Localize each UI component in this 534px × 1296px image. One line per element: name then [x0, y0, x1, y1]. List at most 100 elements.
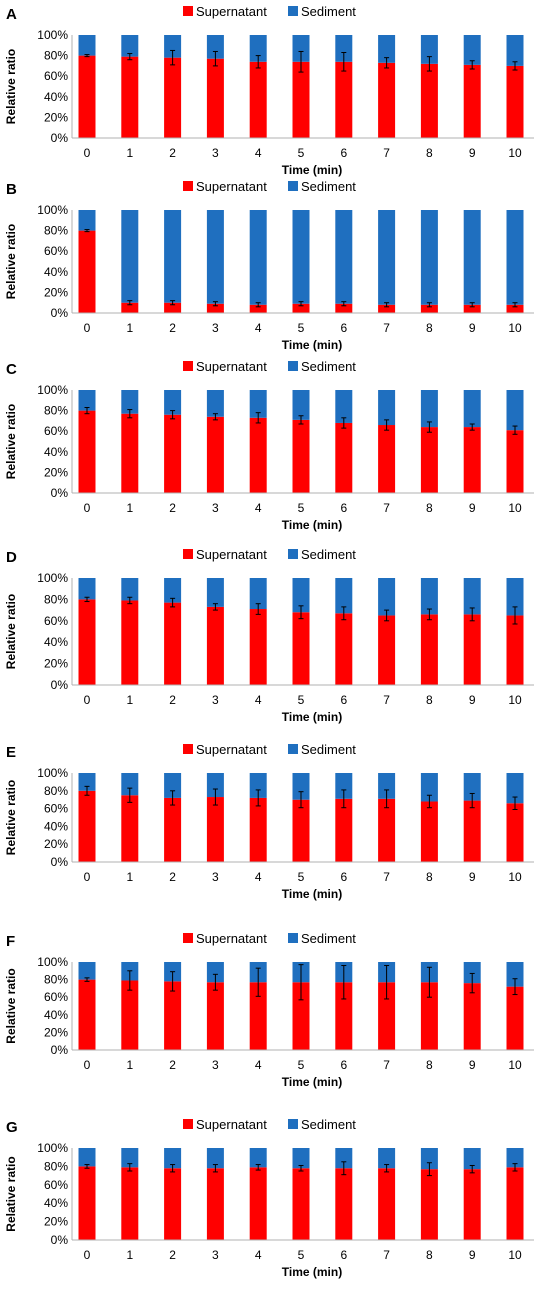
- y-tick-label: 80%: [44, 592, 68, 606]
- x-tick-label: 2: [169, 693, 176, 707]
- legend-label-sediment: Sediment: [301, 4, 356, 19]
- bar-supernatant: [378, 798, 396, 862]
- bar-supernatant: [378, 615, 396, 685]
- bar-supernatant: [378, 304, 396, 313]
- x-tick-label: 9: [469, 693, 476, 707]
- y-tick-label: 40%: [44, 265, 68, 279]
- x-tick-label: 7: [383, 321, 390, 335]
- bar-sediment: [78, 35, 96, 56]
- y-tick-label: 100%: [37, 28, 68, 42]
- legend-swatch-sediment: [288, 6, 298, 16]
- panel-letter: B: [6, 181, 17, 198]
- bar-sediment: [121, 578, 139, 601]
- bar-sediment: [206, 35, 224, 59]
- bar-supernatant: [463, 983, 481, 1050]
- y-tick-label: 100%: [37, 766, 68, 780]
- legend-label-supernatant: Supernatant: [196, 179, 267, 194]
- bar-sediment: [378, 35, 396, 63]
- x-axis-title: Time (min): [282, 710, 342, 724]
- bar-sediment: [463, 210, 481, 305]
- bar-sediment: [378, 390, 396, 426]
- legend-swatch-supernatant: [183, 549, 193, 559]
- y-tick-label: 20%: [44, 285, 68, 299]
- x-tick-label: 9: [469, 321, 476, 335]
- x-tick-label: 0: [84, 146, 91, 160]
- bar-supernatant: [292, 612, 310, 685]
- x-tick-label: 9: [469, 1058, 476, 1072]
- legend-swatch-sediment: [288, 744, 298, 754]
- x-tick-label: 0: [84, 321, 91, 335]
- panel-letter: E: [6, 744, 16, 761]
- x-tick-label: 3: [212, 693, 219, 707]
- bar-supernatant: [506, 615, 524, 685]
- bar-supernatant: [463, 64, 481, 138]
- bar-sediment: [206, 210, 224, 304]
- bar-supernatant: [335, 303, 353, 313]
- bar-sediment: [206, 1148, 224, 1169]
- bar-sediment: [78, 578, 96, 600]
- bar-supernatant: [292, 1168, 310, 1240]
- bar-sediment: [420, 390, 438, 428]
- bar-sediment: [249, 1148, 267, 1168]
- bar-supernatant: [335, 422, 353, 493]
- legend-label-sediment: Sediment: [301, 359, 356, 374]
- legend-label-sediment: Sediment: [301, 742, 356, 757]
- bar-sediment: [420, 35, 438, 64]
- y-tick-label: 40%: [44, 445, 68, 459]
- y-tick-label: 60%: [44, 424, 68, 438]
- bar-sediment: [335, 390, 353, 423]
- y-tick-label: 40%: [44, 819, 68, 833]
- x-tick-label: 3: [212, 501, 219, 515]
- bar-supernatant: [420, 63, 438, 139]
- bar-sediment: [78, 210, 96, 231]
- legend-label-supernatant: Supernatant: [196, 359, 267, 374]
- bar-sediment: [164, 1148, 182, 1169]
- x-tick-label: 0: [84, 1058, 91, 1072]
- bar-supernatant: [506, 430, 524, 493]
- y-tick-label: 60%: [44, 69, 68, 83]
- legend: Supernatant Sediment: [183, 359, 356, 374]
- bar-sediment: [378, 578, 396, 616]
- bar-sediment: [292, 210, 310, 304]
- x-tick-label: 10: [508, 870, 522, 884]
- legend-label-supernatant: Supernatant: [196, 931, 267, 946]
- x-tick-label: 8: [426, 693, 433, 707]
- bar-sediment: [164, 390, 182, 415]
- bar-supernatant: [506, 986, 524, 1050]
- x-tick-label: 7: [383, 501, 390, 515]
- bar-sediment: [506, 1148, 524, 1168]
- legend-label-supernatant: Supernatant: [196, 1117, 267, 1132]
- bar-supernatant: [78, 599, 96, 685]
- bar-supernatant: [249, 609, 267, 685]
- bar-supernatant: [378, 425, 396, 493]
- bar-sediment: [506, 578, 524, 616]
- chart-panel-f: F Supernatant Sediment 0% 20% 40% 60% 80% 100% Re…: [4, 931, 534, 1089]
- bar-sediment: [292, 35, 310, 62]
- bar-supernatant: [463, 800, 481, 862]
- bar-supernatant: [78, 55, 96, 138]
- x-tick-label: 8: [426, 870, 433, 884]
- legend-swatch-sediment: [288, 181, 298, 191]
- bar-supernatant: [121, 795, 139, 862]
- x-tick-label: 0: [84, 870, 91, 884]
- chart-panel-e: E Supernatant Sediment 0% 20% 40% 60% 80% 100% Re…: [4, 742, 534, 901]
- panel-letter: F: [6, 933, 15, 950]
- bar-supernatant: [78, 410, 96, 493]
- x-tick-label: 1: [126, 693, 133, 707]
- bar-sediment: [249, 210, 267, 305]
- bar-sediment: [121, 35, 139, 57]
- legend-swatch-sediment: [288, 1119, 298, 1129]
- bar-sediment: [292, 578, 310, 613]
- x-axis-title: Time (min): [282, 887, 342, 901]
- bar-sediment: [78, 773, 96, 791]
- bar-sediment: [378, 1148, 396, 1169]
- legend: Supernatant Sediment: [183, 742, 356, 757]
- x-tick-label: 6: [340, 321, 347, 335]
- x-tick-label: 7: [383, 146, 390, 160]
- x-tick-label: 8: [426, 501, 433, 515]
- x-tick-label: 5: [298, 870, 305, 884]
- bar-supernatant: [206, 58, 224, 138]
- panel-letter: D: [6, 549, 17, 566]
- bar-sediment: [463, 962, 481, 984]
- bar-supernatant: [420, 427, 438, 493]
